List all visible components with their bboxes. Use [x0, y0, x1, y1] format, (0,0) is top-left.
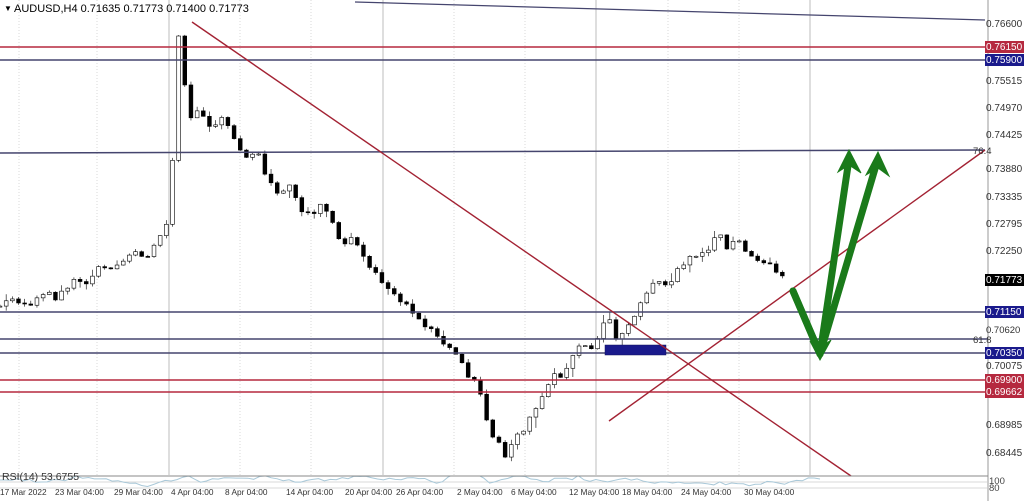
- svg-text:0.68985: 0.68985: [986, 420, 1023, 431]
- svg-text:0.68445: 0.68445: [986, 448, 1023, 459]
- svg-text:0.74970: 0.74970: [986, 103, 1023, 114]
- svg-text:AUDUSD,H4 0.71635 0.71773 0.7: AUDUSD,H4 0.71635 0.71773 0.71400 0.7177…: [14, 3, 249, 15]
- svg-text:80: 80: [989, 483, 1000, 494]
- svg-text:0.69900: 0.69900: [986, 375, 1023, 386]
- svg-text:▼: ▼: [4, 4, 12, 13]
- svg-text:0.70620: 0.70620: [986, 325, 1020, 336]
- svg-text:0.74425: 0.74425: [986, 130, 1023, 141]
- svg-text:0.76600: 0.76600: [986, 19, 1023, 30]
- svg-text:23 Mar 04:00: 23 Mar 04:00: [55, 487, 104, 497]
- svg-text:0.73335: 0.73335: [986, 192, 1023, 203]
- svg-text:0.75900: 0.75900: [986, 55, 1023, 66]
- svg-text:RSI(14) 53.6755: RSI(14) 53.6755: [2, 471, 79, 483]
- svg-text:0.70350: 0.70350: [986, 348, 1023, 359]
- svg-text:76.4: 76.4: [973, 146, 992, 157]
- svg-text:0.69662: 0.69662: [986, 387, 1023, 398]
- svg-text:24 May 04:00: 24 May 04:00: [681, 487, 732, 497]
- svg-text:20 Apr 04:00: 20 Apr 04:00: [345, 487, 392, 497]
- svg-text:12 May 04:00: 12 May 04:00: [569, 487, 620, 497]
- svg-text:4 Apr 04:00: 4 Apr 04:00: [171, 487, 214, 497]
- svg-text:14 Apr 04:00: 14 Apr 04:00: [286, 487, 333, 497]
- svg-text:0.73880: 0.73880: [986, 164, 1023, 175]
- svg-text:26 Apr 04:00: 26 Apr 04:00: [396, 487, 443, 497]
- svg-text:29 Mar 04:00: 29 Mar 04:00: [114, 487, 163, 497]
- svg-text:2 May 04:00: 2 May 04:00: [457, 487, 503, 497]
- svg-text:30 May 04:00: 30 May 04:00: [744, 487, 795, 497]
- svg-text:0.70075: 0.70075: [986, 361, 1023, 372]
- svg-text:6 May 04:00: 6 May 04:00: [511, 487, 557, 497]
- svg-text:0.72250: 0.72250: [986, 246, 1023, 257]
- svg-text:0.71150: 0.71150: [986, 307, 1022, 318]
- svg-text:17 Mar 2022: 17 Mar 2022: [0, 487, 47, 497]
- svg-text:8 Apr 04:00: 8 Apr 04:00: [225, 487, 268, 497]
- svg-text:0.76150: 0.76150: [986, 42, 1023, 53]
- svg-text:18 May 04:00: 18 May 04:00: [622, 487, 673, 497]
- svg-text:61.8: 61.8: [973, 335, 992, 346]
- svg-text:0.72795: 0.72795: [986, 219, 1023, 230]
- svg-text:0.71773: 0.71773: [986, 275, 1023, 286]
- svg-text:0.75515: 0.75515: [986, 76, 1023, 87]
